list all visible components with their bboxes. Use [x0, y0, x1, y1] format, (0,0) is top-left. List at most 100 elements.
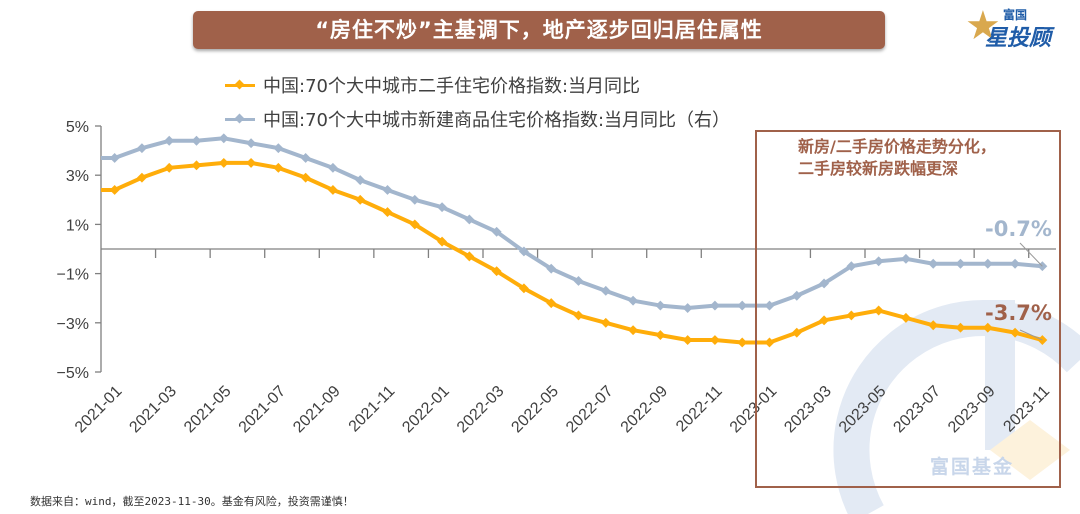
legend-swatch-second-hand — [225, 83, 255, 87]
end-label-second-hand: -3.7% — [985, 301, 1052, 325]
data-point-second-hand — [382, 207, 393, 218]
data-point-new-home — [928, 258, 939, 269]
y-tick-label: 1% — [66, 217, 89, 234]
legend-item-second-hand: 中国:70个大中城市二手住宅价格指数:当月同比 — [225, 68, 730, 102]
data-point-new-home — [1010, 258, 1021, 269]
data-point-new-home — [273, 143, 284, 154]
x-tick-label: 2021-11 — [346, 383, 399, 436]
data-point-second-hand — [682, 335, 693, 345]
data-point-second-hand — [709, 335, 720, 345]
data-point-second-hand — [191, 160, 202, 171]
data-point-new-home — [846, 261, 857, 272]
data-point-new-home — [573, 276, 584, 286]
data-point-second-hand — [600, 317, 611, 328]
data-point-new-home — [655, 300, 666, 311]
y-tick-label: −5% — [57, 365, 89, 382]
data-point-new-home — [382, 185, 393, 195]
data-point-second-hand — [109, 185, 120, 195]
data-point-second-hand — [518, 283, 529, 294]
legend-label-second-hand: 中国:70个大中城市二手住宅价格指数:当月同比 — [263, 76, 641, 97]
x-tick-label: 2021-07 — [236, 383, 290, 437]
logo-top-text: 富国 — [1003, 8, 1028, 22]
data-point-new-home — [136, 143, 147, 154]
data-point-second-hand — [846, 310, 857, 321]
annotation-text: 新房/二手房价格走势分化， 二手房较新房跌幅更深 — [798, 136, 996, 180]
data-point-new-home — [628, 295, 639, 306]
x-tick-label: 2022-11 — [673, 383, 726, 436]
data-point-second-hand — [546, 298, 557, 309]
y-tick-label: −3% — [57, 316, 89, 333]
data-point-second-hand — [1010, 327, 1021, 338]
x-tick-label: 2022-01 — [399, 383, 453, 437]
annotation-line-1: 新房/二手房价格走势分化， — [798, 137, 996, 156]
data-point-new-home — [546, 263, 557, 274]
data-point-new-home — [819, 278, 830, 289]
data-point-second-hand — [655, 330, 666, 341]
source-note: 数据来自：wind，截至2023-11-30。基金有风险，投资需谨慎！ — [30, 495, 354, 508]
data-point-new-home — [709, 300, 720, 311]
x-tick-label: 2022-09 — [618, 383, 672, 437]
data-point-new-home — [327, 162, 338, 173]
star-icon: ★ — [965, 3, 1001, 49]
data-point-second-hand — [437, 236, 448, 247]
data-point-new-home — [955, 258, 966, 269]
data-point-new-home — [246, 138, 257, 149]
data-point-second-hand — [218, 157, 229, 168]
data-point-new-home — [491, 226, 502, 237]
data-point-second-hand — [955, 322, 966, 333]
data-point-second-hand — [764, 337, 775, 348]
data-point-second-hand — [982, 322, 993, 333]
x-tick-label: 2022-03 — [454, 383, 508, 437]
data-point-new-home — [191, 135, 202, 146]
data-point-second-hand — [573, 310, 584, 321]
data-point-second-hand — [246, 157, 257, 168]
legend-label-new-home: 中国:70个大中城市新建商品住宅价格指数:当月同比（右） — [263, 110, 731, 131]
brand-logo: ★ 富国 星投顾 — [965, 3, 1075, 51]
highlight-box — [755, 130, 1061, 488]
data-point-new-home — [682, 303, 693, 313]
data-point-new-home — [437, 202, 448, 213]
data-point-second-hand — [355, 194, 366, 205]
x-tick-label: 2021-09 — [290, 383, 344, 437]
data-point-second-hand — [164, 162, 175, 173]
data-point-new-home — [791, 290, 802, 301]
data-point-second-hand — [491, 266, 502, 277]
data-point-second-hand — [409, 219, 420, 230]
leader-line-second-hand — [1019, 329, 1043, 341]
chart-title: “房住不炒”主基调下，地产逐步回归居住属性 — [193, 11, 885, 49]
data-point-second-hand — [737, 337, 748, 348]
x-tick-label: 2021-05 — [181, 383, 235, 437]
data-point-second-hand — [628, 325, 639, 336]
data-point-second-hand — [791, 327, 802, 338]
data-point-second-hand — [300, 172, 311, 183]
data-point-second-hand — [273, 162, 284, 173]
x-tick-label: 2022-07 — [563, 383, 617, 437]
annotation-line-2: 二手房较新房跌幅更深 — [798, 159, 959, 178]
data-point-new-home — [300, 153, 311, 163]
data-point-new-home — [518, 246, 529, 257]
data-point-second-hand — [136, 172, 147, 183]
x-tick-label: 2021-03 — [127, 383, 181, 437]
data-point-new-home — [464, 214, 475, 225]
data-point-new-home — [600, 285, 611, 296]
data-point-new-home — [164, 135, 175, 146]
logo-main-text: 星投顾 — [985, 26, 1052, 51]
watermark-text: 富国基金 — [930, 456, 1015, 478]
legend-swatch-new-home — [225, 117, 255, 121]
data-point-new-home — [218, 133, 229, 144]
leader-line-new-home — [1019, 242, 1043, 267]
y-tick-label: −1% — [57, 267, 89, 284]
data-point-new-home — [982, 258, 993, 269]
data-point-second-hand — [928, 320, 939, 331]
chart-legend: 中国:70个大中城市二手住宅价格指数:当月同比 中国:70个大中城市新建商品住宅… — [225, 68, 730, 136]
data-point-second-hand — [327, 185, 338, 195]
x-tick-label: 2022-05 — [509, 383, 563, 437]
y-tick-label: 3% — [66, 168, 89, 185]
data-point-new-home — [355, 175, 366, 186]
data-point-second-hand — [819, 315, 830, 326]
y-tick-label: 5% — [66, 119, 89, 136]
data-point-new-home — [737, 300, 748, 311]
data-point-new-home — [409, 194, 420, 205]
series-line-new-home — [101, 136, 1043, 311]
